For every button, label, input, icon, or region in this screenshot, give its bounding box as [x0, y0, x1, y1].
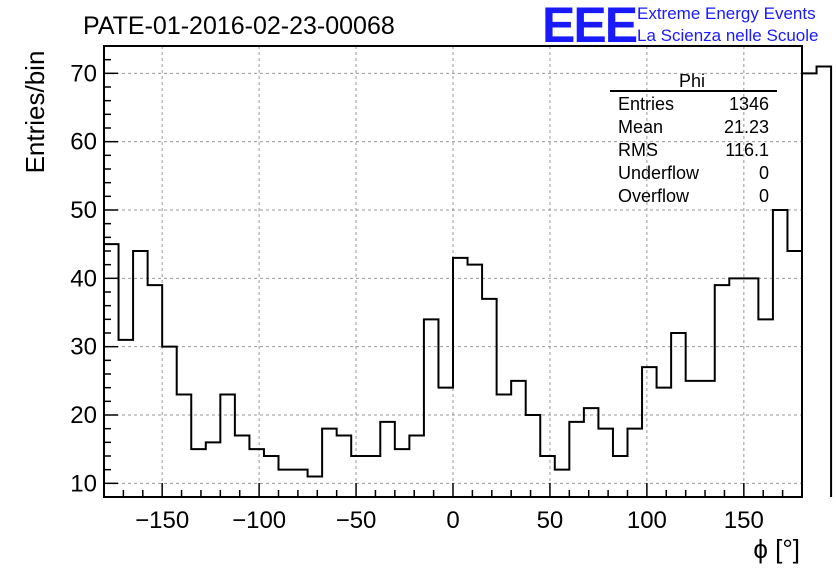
histogram-bin — [511, 381, 526, 497]
histogram-bin — [322, 429, 337, 497]
x-axis-title: ϕ [°] — [753, 534, 800, 564]
histogram-bin — [773, 210, 788, 497]
y-tick-label: 70 — [70, 60, 97, 87]
stats-box: Phi Entries 1346 Mean 21.23 RMS 116.1 Underflo… — [610, 71, 777, 206]
logo-line-1: Extreme Energy Events — [637, 4, 816, 23]
histogram-bin — [598, 429, 613, 497]
stats-label: Overflow — [618, 186, 690, 206]
histogram-bin — [642, 367, 657, 497]
histogram-bin — [628, 429, 643, 497]
y-tick-label: 60 — [70, 129, 97, 156]
histogram-bin — [787, 251, 802, 497]
x-tick-label: 150 — [724, 507, 764, 534]
histogram-bin — [220, 395, 235, 498]
histogram-bin — [104, 244, 119, 497]
x-tick-label: 50 — [537, 507, 564, 534]
histogram-bin — [555, 470, 570, 497]
y-tick-label: 50 — [70, 197, 97, 224]
histogram-bin — [584, 408, 599, 497]
histogram-bin — [468, 265, 483, 497]
histogram-bin — [148, 285, 163, 497]
y-tick-label: 10 — [70, 470, 97, 497]
histogram-bin — [526, 415, 541, 497]
histogram-bin — [206, 442, 221, 497]
histogram-bin — [191, 449, 206, 497]
histogram-bin — [279, 470, 294, 497]
histogram-bin — [424, 319, 439, 497]
histogram-bin — [715, 285, 730, 497]
y-tick-label: 20 — [70, 402, 97, 429]
stats-value: 116.1 — [725, 140, 769, 160]
histogram-bin — [700, 381, 715, 497]
histogram-bin — [366, 456, 381, 497]
histogram-bin — [162, 347, 177, 497]
eee-logo: EEE — [542, 0, 637, 53]
histogram-bin — [337, 436, 352, 498]
stats-value: 21.23 — [724, 117, 769, 137]
histogram-bin — [686, 381, 701, 497]
histogram-bin — [249, 449, 264, 497]
logo-line-2: La Scienza nelle Scuole — [637, 26, 818, 45]
axes: −150 −100 −50 0 50 100 150 10 20 30 40 50 60 70 — [70, 45, 803, 534]
stats-value: 0 — [759, 163, 769, 183]
histogram-bin — [540, 456, 555, 497]
stats-label: Entries — [618, 94, 674, 114]
x-tick-label: 100 — [627, 507, 667, 534]
histogram-bin — [613, 456, 628, 497]
y-tick-label: 30 — [70, 334, 97, 361]
histogram-bin — [438, 388, 453, 497]
histogram-bin — [802, 73, 817, 497]
histogram-series — [103, 65, 833, 498]
histogram-outline — [103, 65, 833, 497]
x-tick-label: 0 — [446, 507, 459, 534]
histogram-bin — [817, 67, 832, 498]
stats-label: Underflow — [618, 163, 700, 183]
stats-value: 0 — [759, 186, 769, 206]
y-tick-label: 40 — [70, 265, 97, 292]
histogram-bin — [133, 251, 148, 497]
y-axis-title: Entries/bin — [20, 51, 50, 174]
stats-box-name: Phi — [679, 71, 705, 91]
histogram-bin — [308, 477, 323, 498]
histogram-bin — [177, 395, 192, 498]
histogram-bin — [482, 299, 497, 497]
x-tick-label: −50 — [336, 507, 377, 534]
histogram-bin — [569, 422, 584, 497]
histogram-bin — [119, 340, 134, 497]
histogram-bin — [409, 436, 424, 498]
histogram-bin — [395, 449, 410, 497]
chart-title: PATE-01-2016-02-23-00068 — [83, 12, 395, 40]
histogram-bin — [497, 395, 512, 498]
histogram-bin — [744, 278, 759, 497]
histogram-bin — [729, 278, 744, 497]
histogram-bin — [380, 422, 395, 497]
histogram-bin — [293, 470, 308, 497]
histogram-bin — [671, 333, 686, 497]
stats-label: RMS — [618, 140, 658, 160]
x-tick-label: −100 — [232, 507, 286, 534]
stats-label: Mean — [618, 117, 663, 137]
stats-value: 1346 — [729, 94, 769, 114]
x-tick-label: −150 — [135, 507, 189, 534]
histogram-bin — [235, 436, 250, 498]
histogram-bin — [453, 258, 468, 497]
histogram-bin — [657, 388, 672, 497]
histogram-bin — [264, 456, 279, 497]
histogram-bin — [351, 456, 366, 497]
histogram-bin — [758, 319, 773, 497]
